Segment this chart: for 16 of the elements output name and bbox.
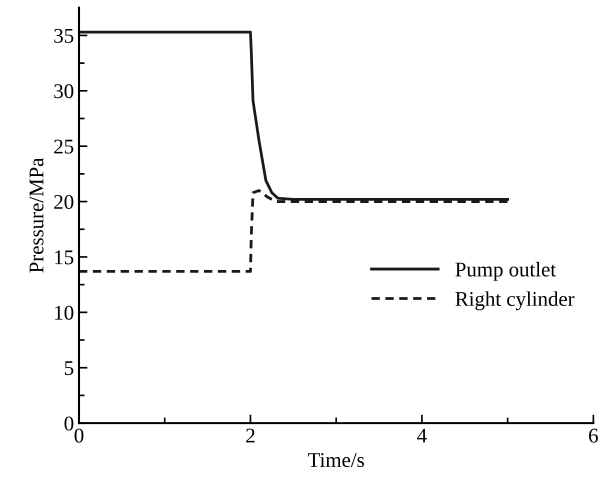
y-tick-label: 0 [64,416,74,431]
y-tick-label: 20 [54,194,74,210]
y-tick-label: 35 [54,28,74,43]
legend-label: Pump outlet [455,262,556,281]
y-tick-label: 5 [64,361,74,376]
y-tick-label: 15 [55,250,74,264]
legend-label: Right cylinder [455,291,574,310]
y-tick-label: 10 [55,306,74,320]
x-tick-label: 4 [417,428,427,442]
y-tick-label: 25 [54,140,74,154]
x-tick-label: 2 [246,428,255,442]
y-tick-label: 30 [54,84,74,98]
x-tick-label: 6 [589,428,598,443]
y-axis-title: Pressure/MPa [30,158,44,273]
x-axis-title: Time/s [308,453,364,468]
x-tick-label: 0 [74,428,84,443]
